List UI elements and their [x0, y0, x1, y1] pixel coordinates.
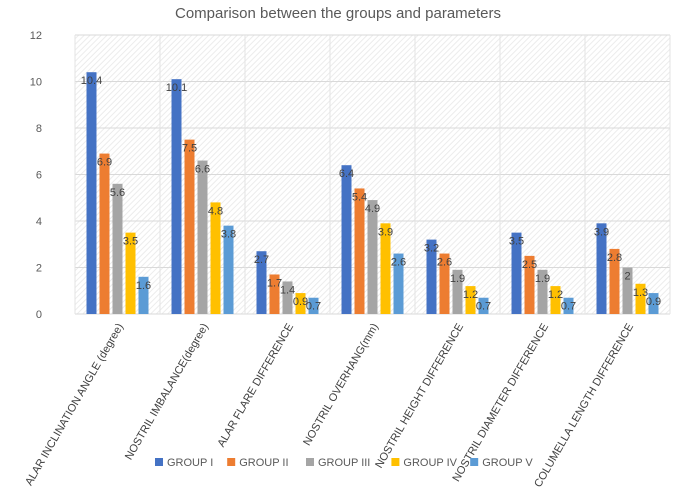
- data-label: 0.7: [306, 301, 321, 313]
- bar: [256, 251, 267, 314]
- bar: [197, 160, 208, 314]
- bar: [125, 232, 136, 314]
- bar: [367, 200, 378, 314]
- bar: [341, 165, 352, 314]
- data-label: 3.2: [424, 243, 439, 255]
- bar: [171, 79, 182, 314]
- legend-swatch: [227, 458, 236, 466]
- bar: [426, 239, 437, 314]
- bar: [478, 297, 489, 314]
- data-label: 5.6: [110, 187, 125, 199]
- data-label: 0.9: [293, 296, 308, 308]
- bar: [537, 269, 548, 314]
- legend-label: GROUP III: [318, 457, 370, 469]
- data-label: 1.4: [280, 284, 295, 296]
- bar: [452, 269, 463, 314]
- bar: [465, 286, 476, 314]
- data-label: 1.9: [535, 273, 550, 285]
- x-tick-label: COLUMELLA LENGTH DIFFERENCE: [532, 322, 636, 490]
- x-tick-label: ALAR FLARE DIFFERENCE: [215, 322, 296, 450]
- data-label: 1.7: [267, 277, 282, 289]
- bar: [99, 153, 110, 314]
- data-label: 2.7: [254, 254, 269, 266]
- y-tick-label: 12: [30, 30, 42, 42]
- data-label: 0.9: [646, 296, 661, 308]
- bar: [393, 253, 404, 314]
- legend-swatch: [155, 458, 163, 466]
- data-label: 6.9: [97, 157, 112, 169]
- bar: [511, 232, 522, 314]
- chart-title: Comparison between the groups and parame…: [175, 5, 501, 22]
- bar: [269, 274, 280, 314]
- bar: [622, 267, 633, 314]
- bar: [295, 293, 306, 314]
- data-label: 10.4: [81, 75, 102, 87]
- bar: [184, 139, 195, 314]
- bar: [635, 283, 646, 314]
- data-label: 2: [624, 271, 630, 283]
- data-label: 1.6: [136, 280, 151, 292]
- bar: [223, 225, 234, 314]
- x-tick-label: NOSTRIL IMBALANCE(degree): [123, 322, 211, 463]
- data-label: 3.9: [594, 226, 609, 238]
- legend-swatch: [391, 458, 400, 466]
- x-tick-label: NOSTRIL HEIGHT DIFFERENCE: [373, 322, 466, 471]
- bar: [380, 223, 391, 314]
- bar: [112, 183, 123, 314]
- legend-swatch: [306, 458, 314, 466]
- bar: [354, 188, 365, 314]
- bar: [596, 223, 607, 314]
- data-label: 2.6: [437, 257, 452, 269]
- data-label: 3.5: [123, 236, 138, 248]
- bar: [524, 255, 535, 314]
- bar: [550, 286, 561, 314]
- data-label: 3.9: [378, 226, 393, 238]
- bar: [308, 297, 319, 314]
- y-tick-label: 8: [36, 123, 42, 135]
- data-label: 2.6: [391, 257, 406, 269]
- bar: [210, 202, 221, 314]
- data-label: 4.9: [365, 203, 380, 215]
- data-label: 0.7: [476, 301, 491, 313]
- data-label: 3.8: [221, 229, 236, 241]
- y-tick-label: 10: [30, 77, 42, 89]
- data-label: 2.5: [522, 259, 537, 271]
- bar: [86, 72, 97, 314]
- data-label: 10.1: [166, 82, 187, 94]
- bar: [282, 281, 293, 314]
- data-label: 1.2: [548, 289, 563, 301]
- data-label: 5.4: [352, 191, 367, 203]
- bar: [138, 276, 149, 314]
- legend-label: GROUP II: [239, 457, 288, 469]
- x-tick-label: NOSTRIL OVERHANG(mm): [301, 322, 381, 448]
- bar: [439, 253, 450, 314]
- data-label: 1.3: [633, 287, 648, 299]
- legend-label: GROUP I: [167, 457, 213, 469]
- data-label: 0.7: [561, 301, 576, 313]
- data-label: 6.6: [195, 164, 210, 176]
- legend-label: GROUP V: [482, 457, 533, 469]
- bar: [563, 297, 574, 314]
- data-label: 1.9: [450, 273, 465, 285]
- x-tick-label: ALAR INCLINATION ANGLE (degree): [23, 322, 126, 488]
- y-tick-label: 6: [36, 170, 42, 182]
- data-label: 2.8: [607, 252, 622, 264]
- data-label: 6.4: [339, 168, 354, 180]
- data-label: 4.8: [208, 205, 223, 217]
- legend-label: GROUP IV: [403, 457, 457, 469]
- y-tick-label: 2: [36, 263, 42, 275]
- y-tick-label: 0: [36, 309, 42, 321]
- data-label: 1.2: [463, 289, 478, 301]
- bar: [609, 248, 620, 314]
- legend-swatch: [470, 458, 479, 466]
- y-tick-label: 4: [36, 216, 42, 228]
- data-label: 3.5: [509, 236, 524, 248]
- data-label: 7.5: [182, 143, 197, 155]
- bar: [648, 293, 659, 314]
